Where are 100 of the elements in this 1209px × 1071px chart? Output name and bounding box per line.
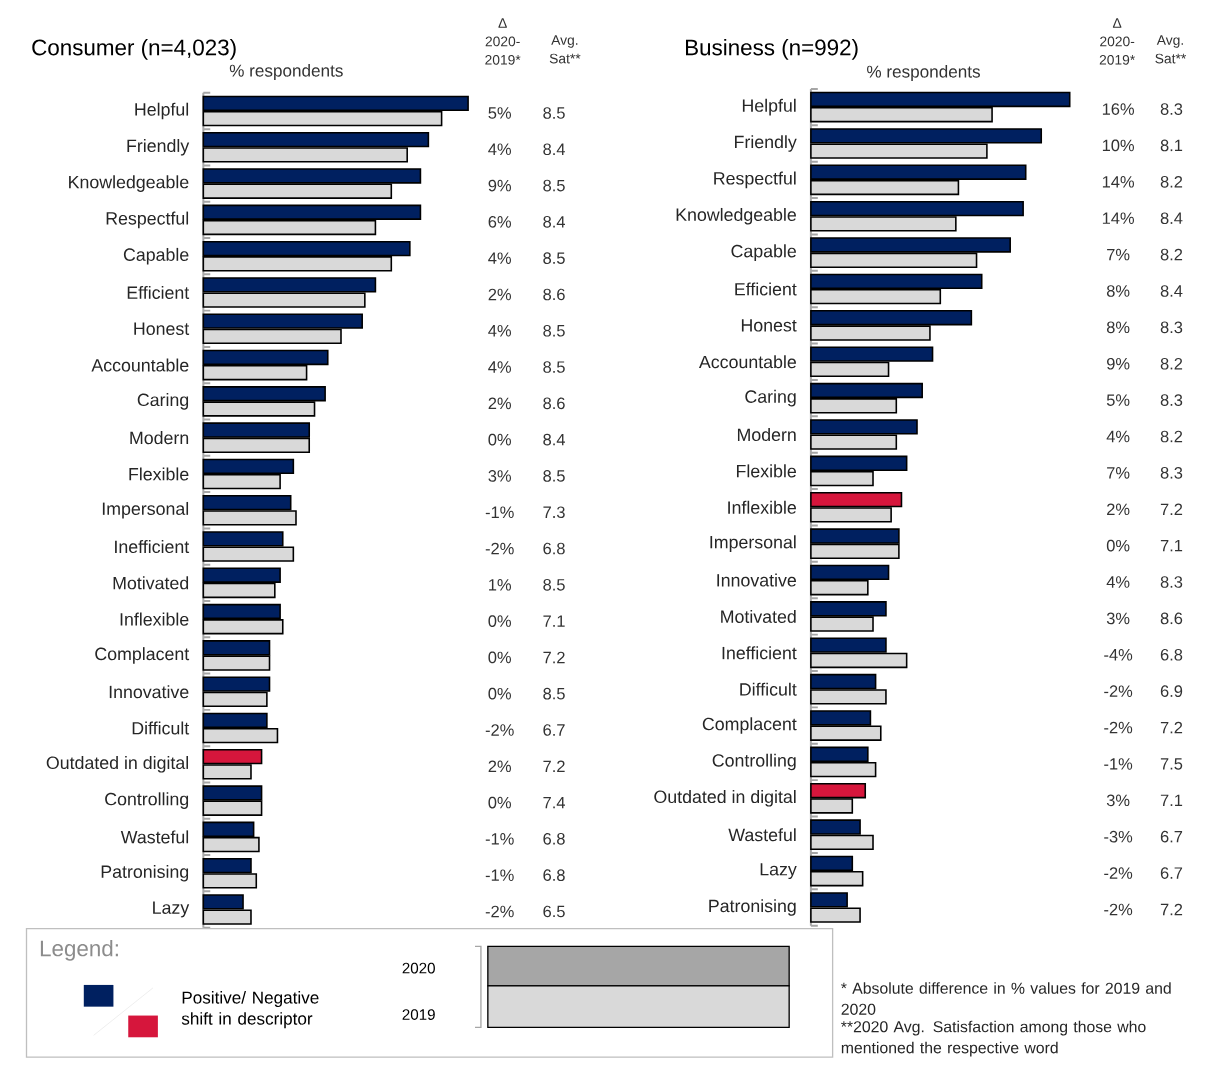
text: * Absolute difference in % values for 2019 and 2020 bbox=[841, 982, 1171, 1015]
y-tick-label: Capable bbox=[123, 247, 189, 265]
text: 0% bbox=[1106, 539, 1130, 552]
text: Avg. Sat** bbox=[549, 35, 581, 64]
text: 7.4 bbox=[543, 796, 565, 809]
y-tick-label: Knowledgeable bbox=[676, 208, 796, 225]
y-tick-label: Flexible bbox=[736, 464, 797, 478]
y-tick-label: Modern bbox=[737, 428, 796, 442]
text: 0% bbox=[488, 687, 512, 700]
text: Δ 2020-2019* bbox=[1099, 18, 1135, 65]
text: 6.7 bbox=[1160, 867, 1183, 879]
text: 8.2 bbox=[1160, 248, 1183, 261]
text: 7.2 bbox=[543, 760, 565, 773]
text: 16% bbox=[1102, 103, 1135, 115]
y-tick-label: Wasteful bbox=[728, 828, 796, 842]
text: 8% bbox=[1106, 321, 1130, 334]
text: 6.8 bbox=[543, 542, 565, 555]
text: 9% bbox=[488, 179, 512, 192]
y-tick-label: Lazy bbox=[153, 901, 190, 918]
text: **2020 Avg. Satisfaction among those who mentioned the respective word bbox=[841, 1020, 1146, 1057]
y-tick-label: Capable bbox=[731, 244, 796, 261]
y-tick-label: Caring bbox=[137, 393, 189, 410]
y-tick-label: Impersonal bbox=[102, 502, 189, 519]
y-tick-label: Controlling bbox=[105, 792, 189, 809]
y-tick-label: Honest bbox=[134, 322, 190, 336]
text: 8.2 bbox=[1160, 430, 1183, 443]
y-tick-label: Outdated in digital bbox=[46, 756, 189, 773]
y-tick-label: Modern bbox=[130, 431, 189, 445]
text: 4% bbox=[1106, 430, 1130, 443]
text: Avg. Sat** bbox=[1155, 35, 1187, 64]
text: 7.1 bbox=[1160, 794, 1183, 807]
text: -1% bbox=[1104, 758, 1133, 770]
text: 8.6 bbox=[1160, 612, 1183, 625]
text: -1% bbox=[485, 506, 514, 519]
text: 5% bbox=[1106, 394, 1130, 406]
text: 3% bbox=[488, 470, 512, 482]
text: 8.5 bbox=[543, 179, 565, 192]
y-tick-label: Inflexible bbox=[728, 500, 797, 514]
text: 8.3 bbox=[1160, 394, 1183, 406]
legend-title: Legend: bbox=[40, 939, 118, 961]
text: 8.2 bbox=[1160, 357, 1183, 370]
y-tick-label: Patronising bbox=[101, 864, 189, 882]
text: -2% bbox=[1104, 685, 1133, 698]
text: 0% bbox=[488, 433, 512, 446]
text: 2019 bbox=[402, 1009, 435, 1020]
text: 9% bbox=[1107, 357, 1130, 370]
y-tick-label: Flexible bbox=[129, 467, 189, 481]
chart-title: Consumer (n=4,023) bbox=[32, 39, 236, 60]
y-tick-label: Friendly bbox=[127, 139, 190, 156]
text: 7.2 bbox=[543, 651, 565, 664]
text: 4% bbox=[488, 325, 512, 337]
text: 7% bbox=[1107, 467, 1130, 479]
y-tick-label: Helpful bbox=[742, 98, 796, 116]
text: 2% bbox=[488, 288, 512, 301]
text: -2% bbox=[1104, 721, 1133, 734]
text: 6.5 bbox=[543, 905, 565, 918]
text: Δ 2020-2019* bbox=[485, 18, 521, 65]
text: -2% bbox=[485, 905, 514, 918]
text: 7.3 bbox=[543, 506, 565, 519]
text: 4% bbox=[488, 252, 512, 264]
text: -2% bbox=[485, 724, 514, 736]
text: 0% bbox=[488, 651, 512, 664]
text: -1% bbox=[485, 869, 514, 881]
y-tick-label: Honest bbox=[741, 319, 797, 332]
text: 8.5 bbox=[543, 324, 565, 337]
text: 8.6 bbox=[543, 288, 565, 301]
y-tick-label: Innovative bbox=[109, 685, 189, 699]
text: 8.5 bbox=[543, 687, 565, 700]
chart-title: Business (n=992) bbox=[685, 39, 858, 60]
y-tick-label: Lazy bbox=[760, 863, 797, 880]
text: 8.5 bbox=[543, 579, 565, 591]
y-tick-label: Wasteful bbox=[120, 830, 189, 844]
text: 6.8 bbox=[543, 869, 565, 882]
text: 8.2 bbox=[1160, 176, 1183, 188]
text: 14% bbox=[1102, 212, 1135, 225]
y-tick-label: Helpful bbox=[135, 102, 189, 120]
text: -4% bbox=[1104, 649, 1133, 661]
y-tick-label: Knowledgeable bbox=[69, 175, 189, 192]
text: 8.5 bbox=[543, 107, 565, 119]
text: 8.4 bbox=[543, 216, 565, 228]
y-tick-label: Caring bbox=[745, 389, 796, 407]
y-tick-label: Accountable bbox=[698, 355, 796, 369]
text: 7.1 bbox=[543, 615, 565, 627]
text: 2% bbox=[488, 760, 512, 773]
text: 8.5 bbox=[543, 470, 565, 482]
text: 10% bbox=[1102, 139, 1135, 152]
text: 8.3 bbox=[1160, 103, 1183, 115]
text: 8.1 bbox=[1160, 139, 1183, 152]
text: 7.2 bbox=[1160, 503, 1183, 516]
text: 4% bbox=[488, 361, 512, 373]
y-tick-label: Complacent bbox=[95, 647, 190, 664]
text: -2% bbox=[1104, 867, 1133, 879]
y-tick-label: Innovative bbox=[717, 573, 797, 587]
y-tick-label: Motivated bbox=[721, 609, 796, 624]
text: 14% bbox=[1102, 176, 1135, 188]
text: 8% bbox=[1106, 285, 1130, 297]
y-tick-label: Inefficient bbox=[722, 646, 797, 660]
y-tick-label: Friendly bbox=[735, 135, 797, 152]
text: 8.4 bbox=[1160, 285, 1183, 297]
y-tick-label: Motivated bbox=[113, 576, 189, 590]
